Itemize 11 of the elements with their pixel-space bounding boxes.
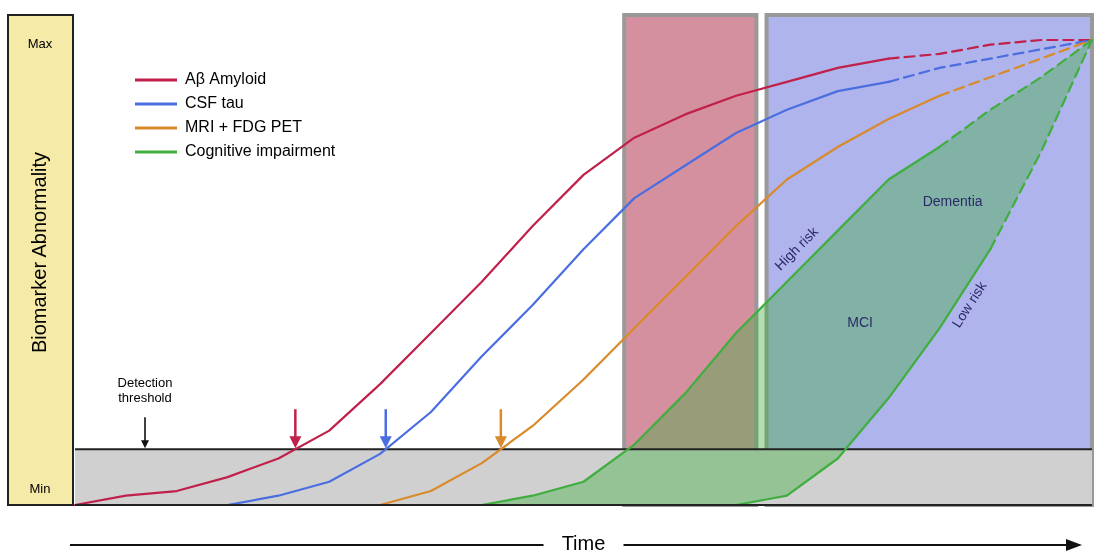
x-axis-title: Time xyxy=(561,532,606,553)
annotation: MCI xyxy=(847,314,873,331)
legend-label: Cognitive impairment xyxy=(185,142,336,160)
legend-label: Aβ Amyloid xyxy=(185,70,267,88)
annotation: Dementia xyxy=(922,193,983,210)
ref-line-label: Detection threshold xyxy=(117,375,173,406)
y-axis-title: Biomarker Abnormality xyxy=(27,151,50,354)
text: Max xyxy=(27,36,53,52)
legend-label: CSF tau xyxy=(185,94,244,112)
legend-label: MRI + FDG PET xyxy=(185,118,303,136)
text: Min xyxy=(29,481,51,497)
